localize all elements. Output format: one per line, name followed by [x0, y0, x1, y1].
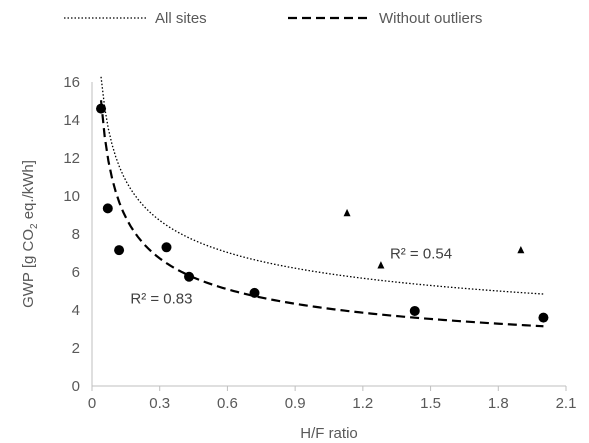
y-axis-title-part1: GWP [g CO	[20, 229, 37, 308]
y-tick-label: 6	[72, 264, 80, 281]
trendlines	[99, 76, 544, 328]
data-point-triangle	[517, 245, 525, 254]
x-tick-label: 0.3	[149, 395, 170, 412]
y-axis-title: GWP [g CO2 eq./kWh]	[20, 160, 40, 308]
data-point-circle	[538, 312, 549, 323]
data-point-circle	[114, 245, 125, 256]
y-tick-label: 14	[63, 112, 80, 129]
data-point-triangle	[377, 261, 385, 269]
legend: All sites Without outliers	[64, 10, 482, 27]
y-tick-label: 10	[63, 188, 80, 205]
y-tick-label: 12	[63, 150, 80, 167]
r-squared-label: R² = 0.83	[130, 290, 192, 307]
data-point-circle	[249, 287, 260, 298]
data-point-circle	[96, 103, 107, 114]
x-tick-label: 2.1	[556, 395, 577, 412]
legend-label-without-outliers: Without outliers	[379, 10, 482, 27]
y-tick-label: 0	[72, 378, 80, 395]
trendline-all-sites	[100, 76, 544, 295]
data-point-circle	[102, 203, 113, 214]
y-tick-label: 2	[72, 340, 80, 357]
data-point-circle	[161, 242, 172, 253]
axes: 0 2 4 6 8 10 12 14 16 0 0.3 0.6 0.9 1.2 1.5 1.8 2.1	[63, 74, 576, 412]
x-tick-label: 0.6	[217, 395, 238, 412]
x-ticks: 0 0.3 0.6 0.9 1.2 1.5 1.8 2.1	[88, 386, 577, 412]
x-tick-label: 1.5	[420, 395, 441, 412]
x-tick-label: 0	[88, 395, 96, 412]
y-tick-label: 8	[72, 226, 80, 243]
y-axis-title-subscript: 2	[29, 223, 40, 229]
x-tick-label: 0.9	[285, 395, 306, 412]
annotations: R² = 0.54 R² = 0.83	[130, 246, 452, 308]
x-axis-title: H/F ratio	[300, 425, 358, 442]
data-point-circle	[409, 305, 420, 316]
r-squared-label: R² = 0.54	[390, 246, 452, 263]
y-tick-label: 16	[63, 74, 80, 91]
markers	[96, 103, 549, 323]
data-point-triangle	[343, 208, 351, 217]
x-tick-label: 1.2	[352, 395, 373, 412]
legend-label-all-sites: All sites	[155, 10, 207, 27]
y-axis-title-part2: eq./kWh]	[20, 160, 37, 223]
trendline-without-outliers	[99, 100, 544, 328]
y-tick-label: 4	[72, 302, 80, 319]
data-point-circle	[184, 271, 195, 282]
x-tick-label: 1.8	[488, 395, 509, 412]
y-ticks: 0 2 4 6 8 10 12 14 16	[63, 74, 80, 395]
